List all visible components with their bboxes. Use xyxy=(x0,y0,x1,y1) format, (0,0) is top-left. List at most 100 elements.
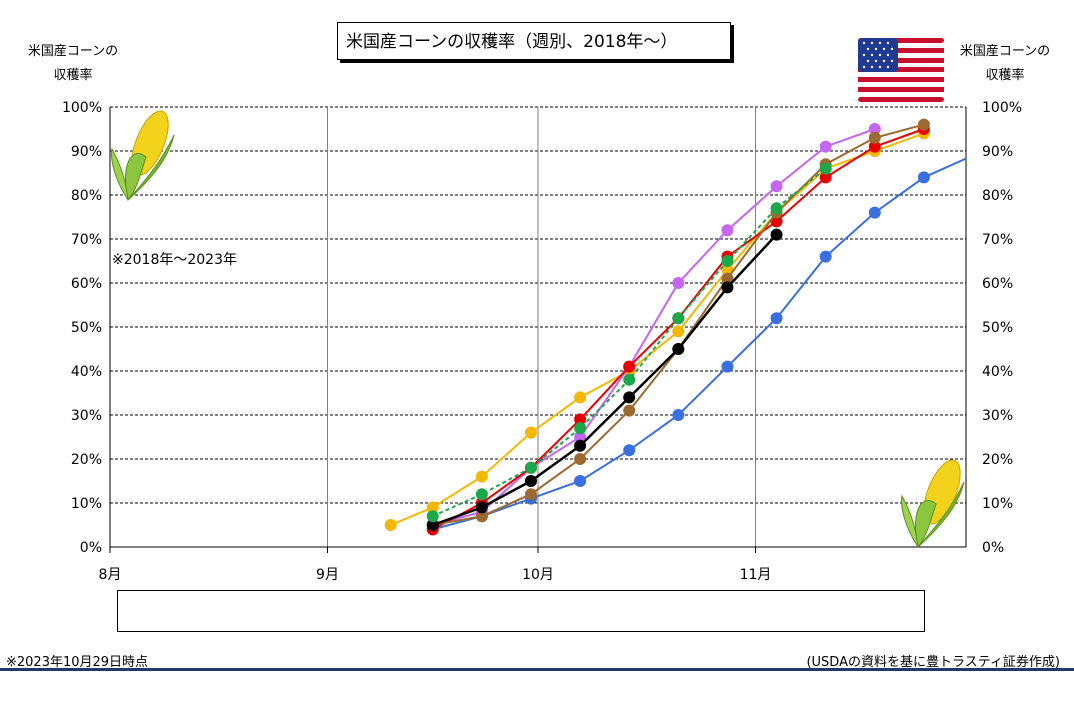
data-point xyxy=(623,404,636,417)
series-2023年 xyxy=(426,228,783,531)
data-point xyxy=(770,215,783,228)
footer-source-note: (USDAの資料を基に豊トラスティ証券作成) xyxy=(806,655,1060,670)
x-tick-label: 9月 xyxy=(316,567,339,583)
data-point xyxy=(819,140,832,153)
data-point xyxy=(770,228,783,241)
data-point xyxy=(623,360,636,373)
series-過去10年平均 xyxy=(426,162,832,523)
x-tick-label: 10月 xyxy=(522,567,554,583)
series-2018年 xyxy=(384,127,930,531)
data-point xyxy=(721,224,734,237)
data-point xyxy=(868,131,881,144)
y-tick-label-left: 60% xyxy=(71,276,102,292)
data-point xyxy=(524,488,537,501)
data-point xyxy=(623,373,636,386)
data-point xyxy=(868,123,881,135)
data-point xyxy=(672,325,685,338)
data-point xyxy=(574,422,587,435)
data-point xyxy=(770,202,783,215)
y-axis-label-right: 米国産コーンの 収穫率 xyxy=(950,40,1060,88)
data-point xyxy=(574,391,587,404)
y-tick-label-right: 40% xyxy=(982,364,1013,380)
y-tick-label-right: 70% xyxy=(982,232,1013,248)
data-point xyxy=(524,426,537,439)
data-point xyxy=(721,255,734,267)
series-line xyxy=(432,157,966,531)
data-point xyxy=(819,171,832,184)
data-point xyxy=(574,413,587,426)
footer-date-note: ※2023年10月29日時点 xyxy=(6,655,149,670)
x-tick-label: 11月 xyxy=(740,567,772,583)
data-point xyxy=(426,519,439,531)
series-2022年 xyxy=(426,118,930,531)
data-point xyxy=(672,343,685,355)
y-tick-label-left: 30% xyxy=(71,408,102,424)
axes xyxy=(109,107,967,553)
data-point xyxy=(868,140,881,153)
data-point xyxy=(770,180,783,193)
corn-icon xyxy=(901,459,965,549)
data-point xyxy=(672,409,685,421)
data-point xyxy=(426,510,439,523)
data-point xyxy=(574,431,587,443)
data-point xyxy=(475,470,488,483)
data-point xyxy=(819,162,832,175)
bottom-divider xyxy=(0,668,1074,671)
y-tick-label-left: 50% xyxy=(71,320,102,336)
data-point xyxy=(721,281,734,294)
y-tick-label-left: 20% xyxy=(71,452,102,468)
y-tick-label-right: 20% xyxy=(982,452,1013,468)
y-axis-label-left-line2: 収穫率 xyxy=(53,68,93,83)
data-point xyxy=(721,360,734,373)
y-tick-label-left: 80% xyxy=(71,188,102,204)
data-point xyxy=(475,501,488,514)
series-line xyxy=(432,233,778,527)
data-point xyxy=(426,501,439,514)
corn-icon xyxy=(111,110,175,202)
data-point xyxy=(524,461,537,474)
data-point xyxy=(1016,136,1028,148)
series-line xyxy=(432,167,827,518)
data-point xyxy=(770,312,783,325)
data-point xyxy=(868,206,881,219)
tick-labels: 0% 0% 10% 10% 20% 20% 30% 30% 40% 40% 50% 50% 60% 60%… xyxy=(62,100,1022,583)
data-point xyxy=(721,272,734,285)
data-point xyxy=(672,312,685,325)
data-point xyxy=(524,475,537,487)
y-tick-label-left: 40% xyxy=(71,364,102,380)
data-point xyxy=(819,250,832,263)
y-tick-label-right: 30% xyxy=(982,408,1013,424)
data-point xyxy=(967,149,979,161)
x-tick-label: 8月 xyxy=(99,567,122,583)
y-tick-label-left: 0% xyxy=(80,540,102,556)
series-line xyxy=(432,123,925,526)
data-point xyxy=(917,171,930,184)
y-tick-label-right: 10% xyxy=(982,496,1013,512)
y-tick-label-right: 90% xyxy=(982,144,1013,160)
us-flag-icon xyxy=(858,38,944,102)
legend-box xyxy=(117,590,925,632)
data-point xyxy=(623,444,636,457)
data-point xyxy=(623,391,636,404)
y-tick-label-right: 0% xyxy=(982,540,1004,556)
y-axis-label-left: 米国産コーンの 収穫率 xyxy=(18,40,128,88)
grid-lines xyxy=(110,106,966,547)
y-tick-label-right: 80% xyxy=(982,188,1013,204)
y-axis-label-right-line2: 収穫率 xyxy=(985,68,1025,83)
period-note: ※2018年～2023年 xyxy=(112,252,237,268)
series-lines xyxy=(384,118,1028,536)
y-tick-label-right: 100% xyxy=(982,100,1022,116)
y-tick-label-right: 50% xyxy=(982,320,1013,336)
data-point xyxy=(475,488,488,501)
data-point xyxy=(917,118,930,131)
data-point xyxy=(672,277,685,289)
y-axis-label-left-line1: 米国産コーンの xyxy=(27,44,119,59)
data-point xyxy=(721,263,734,276)
data-point xyxy=(574,475,587,487)
y-tick-label-right: 60% xyxy=(982,276,1013,292)
data-point xyxy=(384,519,397,531)
y-tick-label-left: 90% xyxy=(71,144,102,160)
data-point xyxy=(475,510,488,523)
data-point xyxy=(574,439,587,452)
